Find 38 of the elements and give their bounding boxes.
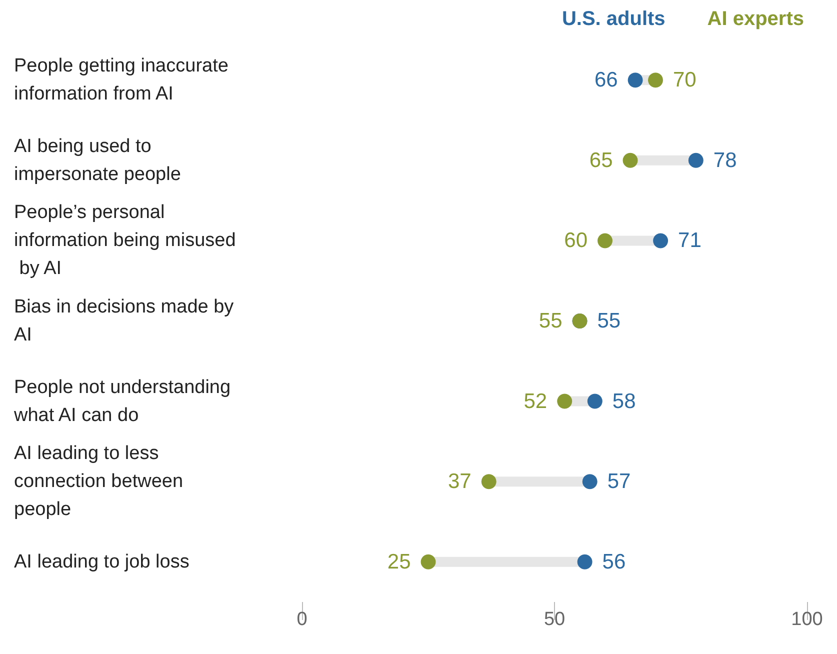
data-label: 71 bbox=[678, 229, 702, 252]
data-label: 56 bbox=[602, 550, 626, 574]
y-tick-label: AI leading to less connection between people bbox=[14, 443, 188, 520]
point bbox=[577, 554, 592, 570]
data-label: 70 bbox=[673, 68, 696, 92]
data-label: 78 bbox=[713, 148, 737, 172]
point bbox=[420, 554, 436, 570]
y-tick-label: People not understanding what AI can do bbox=[13, 376, 236, 426]
data-label: 55 bbox=[538, 310, 562, 332]
x-tick-label: 0 bbox=[296, 609, 308, 630]
point bbox=[481, 474, 496, 490]
point bbox=[582, 474, 598, 490]
point bbox=[688, 152, 704, 168]
data-label: 66 bbox=[594, 68, 618, 92]
data-label: 60 bbox=[564, 229, 588, 252]
point bbox=[622, 152, 638, 168]
point bbox=[653, 233, 668, 248]
data-label: 37 bbox=[448, 470, 472, 494]
x-tick-label: 50 bbox=[544, 609, 566, 630]
text: AI experts bbox=[707, 8, 804, 30]
y-tick-label: People’s personal information being misused by AI bbox=[14, 202, 236, 280]
data-label: 55 bbox=[597, 310, 621, 332]
text: U.S. adults bbox=[562, 8, 666, 30]
data-label: 52 bbox=[524, 390, 548, 413]
point bbox=[557, 394, 572, 409]
point bbox=[648, 72, 663, 88]
y-tick-label: People getting inaccurate information from AI bbox=[14, 56, 234, 105]
y-tick-label: AI being used to impersonate people bbox=[14, 136, 181, 185]
data-label: 65 bbox=[589, 148, 613, 172]
point bbox=[587, 394, 602, 409]
point bbox=[598, 233, 612, 248]
y-tick-label: Bias in decisions made by AI bbox=[14, 296, 239, 346]
y-tick-label: AI leading to job loss bbox=[14, 551, 190, 572]
point bbox=[628, 72, 643, 88]
data-label: 58 bbox=[612, 390, 636, 413]
data-label: 25 bbox=[387, 550, 411, 574]
data-label: 57 bbox=[607, 470, 631, 494]
x-tick-label: 100 bbox=[791, 609, 823, 630]
